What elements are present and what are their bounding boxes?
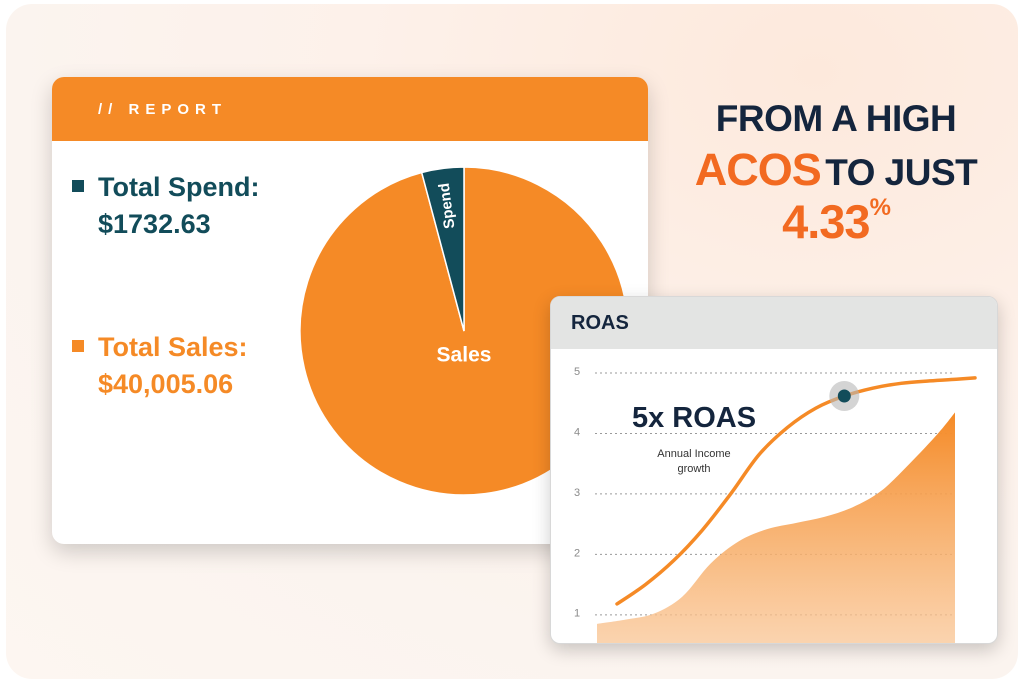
sales-slice-label: Sales	[437, 344, 492, 367]
acos-percent-sign: %	[869, 194, 891, 221]
total-spend-label: Total Spend:	[98, 172, 260, 202]
total-spend-value: $1732.63	[98, 209, 211, 239]
roas-callout-subtitle-2: growth	[677, 463, 710, 475]
acos-headline: FROM A HIGH ACOS TO JUST 4.33%	[660, 100, 1012, 245]
y-tick-label-4: 4	[574, 426, 580, 438]
roas-callout-subtitle-1: Annual Income	[657, 448, 730, 460]
report-card: // REPORT Total Spend: $1732.63 Total Sa…	[52, 77, 648, 544]
total-sales-label: Total Sales:	[98, 332, 248, 362]
acos-value: 4.33	[782, 195, 870, 248]
roas-line-series	[615, 376, 977, 606]
spend-slice-label: Spend	[436, 182, 459, 230]
headline-acos: ACOS	[694, 144, 822, 195]
highlight-point	[837, 389, 851, 403]
total-sales-value: $40,005.06	[98, 369, 234, 399]
spend-sales-pie-chart: Spend Sales	[299, 166, 629, 496]
spend-legend-square-icon	[72, 180, 84, 192]
spend-slice	[420, 166, 465, 332]
sales-slice	[299, 166, 629, 496]
headline-line1: FROM A HIGH	[715, 98, 957, 139]
roas-header: ROAS	[551, 297, 997, 349]
roas-card: ROAS 1 2 3 4 5 5x ROAS Annual Income growth	[550, 296, 998, 644]
headline-value: 4.33%	[660, 195, 1012, 248]
income-area-series	[597, 412, 955, 643]
y-tick-label-2: 2	[574, 547, 580, 559]
roas-chart: 1 2 3 4 5 5x ROAS Annual Income growth	[574, 366, 977, 643]
report-header: // REPORT	[52, 77, 648, 141]
y-tick-label-3: 3	[574, 487, 580, 499]
roas-callout-title: 5x ROAS	[632, 402, 756, 434]
headline-line2: ACOS TO JUST	[660, 147, 1012, 192]
y-tick-label-1: 1	[574, 608, 580, 620]
sales-legend-square-icon	[72, 340, 84, 352]
y-tick-label-5: 5	[574, 366, 580, 378]
headline-to-just: TO JUST	[825, 152, 978, 193]
